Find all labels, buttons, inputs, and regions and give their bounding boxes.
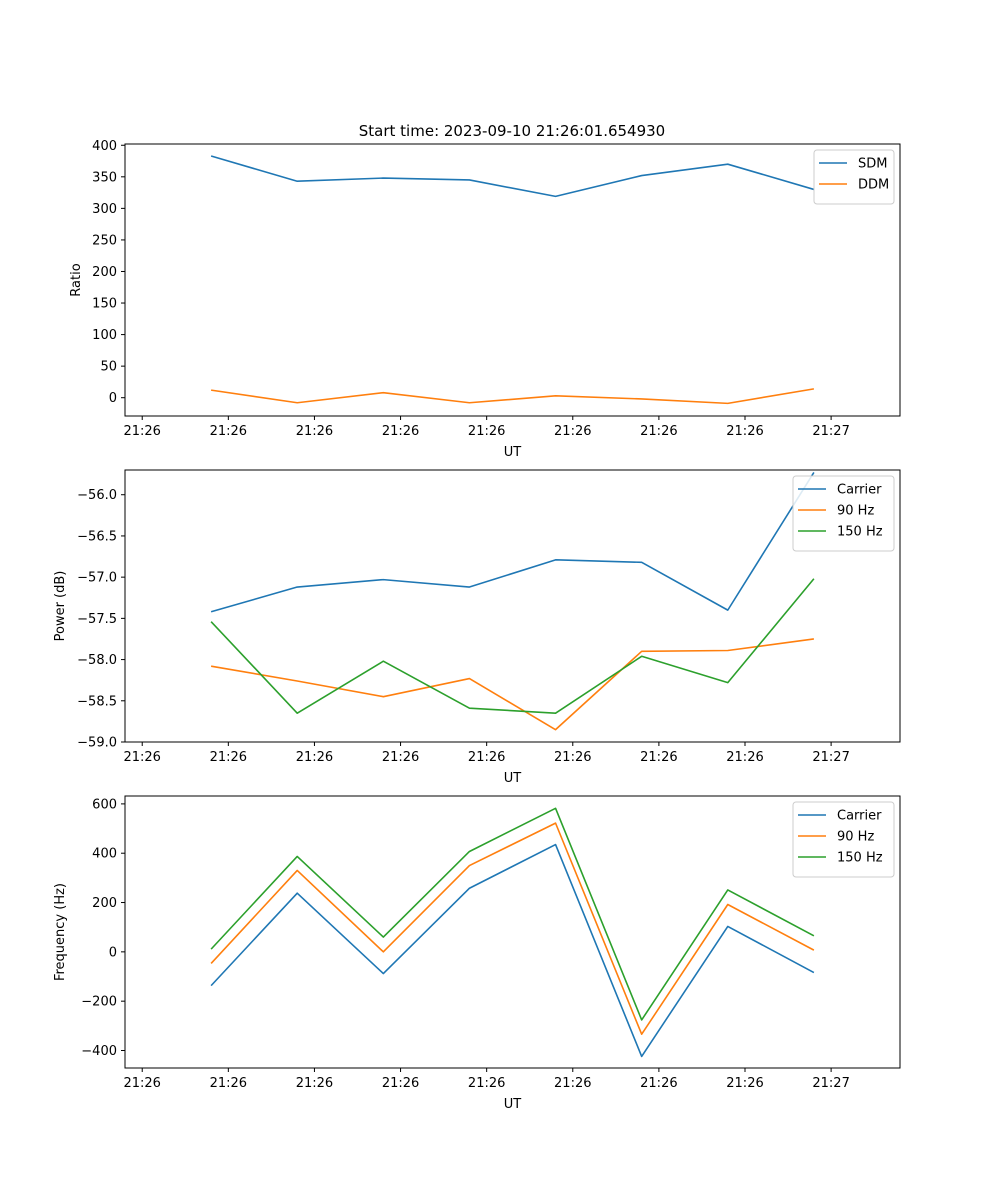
legend-label-carrier: Carrier [837,483,882,498]
series-line-150-hz [210,578,815,714]
legend-label-ddm: DDM [858,178,889,193]
y-tick-label: −58.5 [77,694,117,709]
y-tick-label: −56.5 [77,529,117,544]
x-tick-label: 21:26 [468,750,505,765]
y-tick-label: −200 [81,995,117,1010]
y-tick-label: 200 [92,265,117,280]
x-tick-label: 21:26 [123,750,160,765]
y-tick-label: −57.0 [77,571,117,586]
y-tick-label: 350 [92,170,117,185]
x-tick-label: 21:26 [726,1076,763,1091]
series-line-150-hz [210,807,815,1021]
series-line-carrier [210,843,815,1058]
x-tick-label: 21:26 [554,424,591,439]
y-tick-label: −57.5 [77,612,117,627]
x-tick-label: 21:26 [640,1076,677,1091]
x-tick-label: 21:27 [812,424,849,439]
y-axis-label: Power (dB) [53,571,68,642]
subplot-ratio: 21:26 21:26 21:26 21:26 21:26 21:26 21:26 21:26… [69,139,901,460]
axes-frame [124,143,901,417]
y-axis-label: Frequency (Hz) [53,883,68,981]
y-tick-label: 50 [100,360,117,375]
x-tick-label: 21:26 [382,424,419,439]
legend: SDM DDM [813,149,895,205]
x-tick-label: 21:26 [382,750,419,765]
legend-label-sdm: SDM [858,157,887,172]
x-tick-label: 21:26 [554,1076,591,1091]
legend-box [792,801,895,878]
subplot-frequency: 21:26 21:26 21:26 21:26 21:26 21:26 21:26 21:26… [53,795,901,1112]
legend-label-150-hz: 150 Hz [837,525,883,540]
series-line-90-hz [210,638,814,731]
y-tick-label: 0 [109,945,117,960]
x-axis-label: UT [504,1097,522,1112]
x-tick-label: 21:26 [296,424,333,439]
legend-label-90-hz: 90 Hz [837,504,874,519]
legend-label-90-hz: 90 Hz [837,830,874,845]
series-line-90-hz [210,822,815,1036]
x-tick-label: 21:26 [726,424,763,439]
x-tick-label: 21:26 [468,1076,505,1091]
y-tick-label: 400 [92,847,117,862]
legend: Carrier 90 Hz 150 Hz [792,801,895,878]
series-line-carrier [210,472,815,613]
x-tick-label: 21:26 [382,1076,419,1091]
axes-frame [124,469,901,743]
x-tick-label: 21:26 [210,424,247,439]
axes-frame [124,795,901,1069]
x-tick-label: 21:26 [123,424,160,439]
series-line-sdm [210,155,815,198]
subplot-power: 21:26 21:26 21:26 21:26 21:26 21:26 21:26 21:26… [53,469,901,786]
x-tick-label: 21:27 [812,750,849,765]
y-tick-label: 200 [92,896,117,911]
legend-label-carrier: Carrier [837,809,882,824]
y-tick-label: −59.0 [77,736,117,751]
x-tick-label: 21:26 [210,750,247,765]
y-tick-label: 250 [92,233,117,248]
y-axis-label: Ratio [69,263,84,296]
y-tick-label: 150 [92,297,117,312]
y-tick-label: −58.0 [77,653,117,668]
x-axis-label: UT [504,771,522,786]
x-tick-label: 21:26 [640,424,677,439]
y-tick-label: −400 [81,1044,117,1059]
x-tick-label: 21:27 [812,1076,849,1091]
y-tick-label: 300 [92,202,117,217]
series-line-ddm [210,388,815,405]
x-tick-label: 21:26 [296,750,333,765]
x-tick-label: 21:26 [468,424,505,439]
x-tick-label: 21:26 [296,1076,333,1091]
y-tick-label: 0 [109,391,117,406]
x-tick-label: 21:26 [726,750,763,765]
legend-box [792,475,895,552]
y-tick-label: −56.0 [77,488,117,503]
legend-label-150-hz: 150 Hz [837,851,883,866]
y-tick-label: 100 [92,328,117,343]
x-axis-label: UT [504,445,522,460]
x-tick-label: 21:26 [554,750,591,765]
y-tick-label: 600 [92,797,117,812]
figure-suptitle: Start time: 2023-09-10 21:26:01.654930 [359,122,665,140]
x-tick-label: 21:26 [123,1076,160,1091]
x-tick-label: 21:26 [210,1076,247,1091]
y-tick-label: 400 [92,139,117,154]
legend: Carrier 90 Hz 150 Hz [792,475,895,552]
x-tick-label: 21:26 [640,750,677,765]
